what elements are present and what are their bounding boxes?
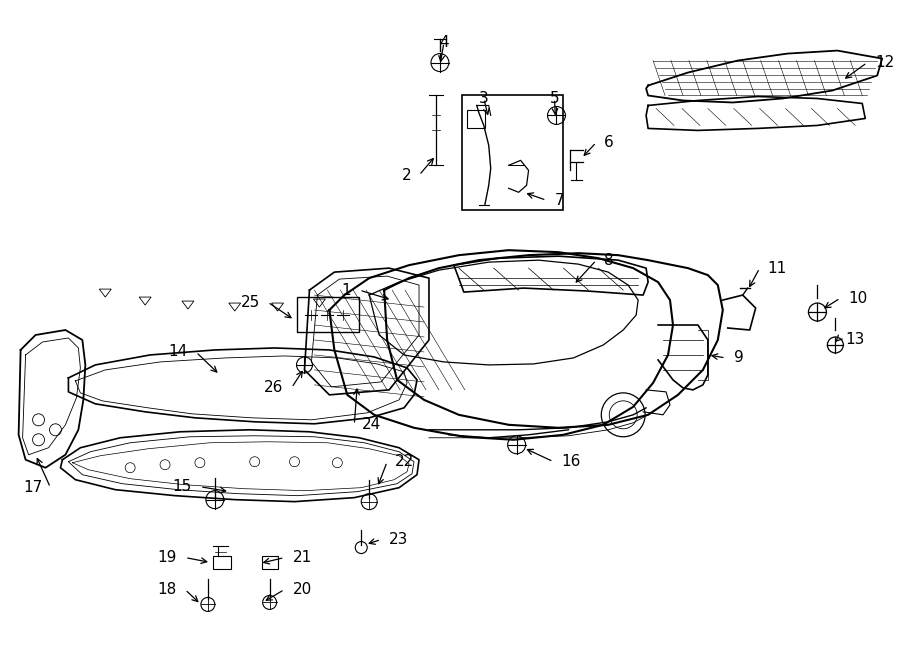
Text: 2: 2	[401, 168, 411, 183]
Bar	[262, 555, 277, 570]
Text: 8: 8	[604, 253, 614, 268]
Text: 16: 16	[562, 454, 580, 469]
Text: 4: 4	[439, 35, 449, 50]
Polygon shape	[182, 301, 194, 309]
Text: 7: 7	[554, 193, 564, 208]
Bar	[296, 297, 359, 332]
Text: 17: 17	[23, 480, 42, 495]
Text: 12: 12	[875, 55, 895, 70]
Polygon shape	[99, 289, 112, 297]
Text: 3: 3	[479, 91, 489, 106]
Text: 26: 26	[265, 380, 284, 395]
Text: 11: 11	[768, 260, 787, 276]
Text: 15: 15	[173, 479, 192, 494]
Text: 18: 18	[158, 582, 177, 597]
Text: 9: 9	[734, 350, 743, 366]
Polygon shape	[229, 303, 240, 311]
Polygon shape	[140, 297, 151, 305]
Text: 20: 20	[292, 582, 311, 597]
Text: 6: 6	[604, 135, 614, 150]
Bar	[462, 95, 563, 210]
Polygon shape	[313, 299, 326, 307]
Bar	[212, 555, 230, 570]
Text: 23: 23	[389, 532, 409, 547]
Text: 24: 24	[362, 417, 382, 432]
Polygon shape	[272, 303, 284, 311]
Text: 21: 21	[292, 550, 311, 565]
Text: 5: 5	[550, 91, 559, 106]
Text: 14: 14	[168, 344, 188, 360]
Text: 19: 19	[158, 550, 177, 565]
Text: 25: 25	[240, 295, 260, 309]
Text: 10: 10	[849, 291, 868, 305]
Text: 1: 1	[342, 283, 351, 297]
Bar	[467, 110, 485, 128]
Text: 13: 13	[845, 332, 865, 348]
Text: 22: 22	[395, 454, 414, 469]
